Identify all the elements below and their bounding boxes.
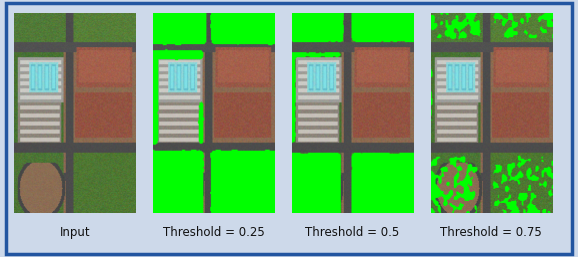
Text: Threshold = 0.25: Threshold = 0.25 [163,226,265,239]
Text: Threshold = 0.75: Threshold = 0.75 [440,226,542,239]
Text: Input: Input [60,226,90,239]
Text: Threshold = 0.5: Threshold = 0.5 [305,226,400,239]
